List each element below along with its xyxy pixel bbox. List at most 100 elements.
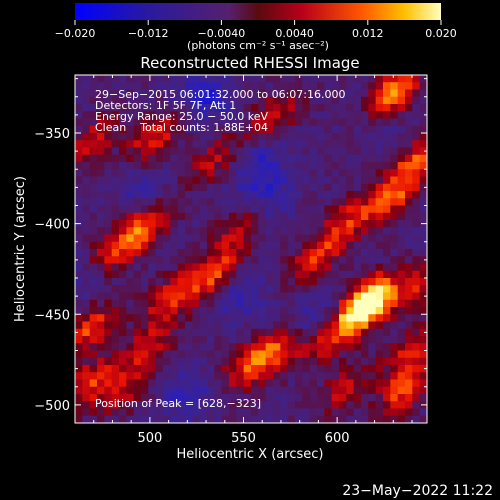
heatmap-cell [185, 249, 193, 257]
heatmap-cell [221, 183, 230, 192]
heatmap-cell [317, 386, 325, 395]
heatmap-cell [133, 372, 142, 380]
heatmap-cell [170, 357, 179, 366]
heatmap-cell [361, 350, 369, 359]
heatmap-cell [214, 154, 223, 163]
heatmap-cell [207, 234, 215, 243]
heatmap-cell [287, 372, 296, 380]
heatmap-cell [82, 227, 91, 235]
heatmap-cell [287, 278, 296, 286]
heatmap-cell [119, 292, 127, 301]
heatmap-cell [236, 82, 245, 90]
heatmap-cell [368, 394, 377, 402]
heatmap-cell [133, 96, 142, 105]
heatmap-cell [390, 386, 399, 395]
heatmap-cell [192, 285, 201, 293]
heatmap-cell [331, 343, 340, 351]
heatmap-cell [177, 415, 186, 424]
heatmap-cell [221, 285, 230, 293]
heatmap-cell [89, 256, 98, 264]
heatmap-cell [126, 111, 135, 119]
heatmap-cell [295, 154, 303, 163]
heatmap-cell [353, 285, 362, 293]
heatmap-cell [177, 140, 186, 148]
heatmap-cell [185, 365, 193, 373]
heatmap-cell [324, 394, 333, 402]
heatmap-cell [177, 96, 186, 105]
heatmap-cell [324, 292, 333, 301]
heatmap-cell [119, 372, 127, 380]
heatmap-cell [412, 408, 421, 417]
heatmap-cell [177, 357, 186, 366]
heatmap-cell [265, 372, 274, 380]
heatmap-cell [273, 89, 281, 98]
heatmap-cell [82, 314, 91, 322]
heatmap-cell [309, 104, 318, 112]
heatmap-cell [309, 147, 318, 156]
heatmap-cell [89, 241, 98, 250]
heatmap-cell [361, 227, 369, 235]
heatmap-cell [317, 394, 325, 402]
heatmap-cell [412, 205, 421, 214]
heatmap-cell [331, 191, 340, 199]
heatmap-cell [353, 162, 362, 170]
heatmap-cell [331, 111, 340, 119]
heatmap-cell [302, 372, 311, 380]
heatmap-cell [141, 249, 149, 257]
heatmap-cell [221, 125, 230, 134]
heatmap-cell [368, 343, 377, 351]
heatmap-cell [412, 96, 421, 105]
heatmap-cell [148, 118, 157, 127]
heatmap-cell [243, 111, 252, 119]
heatmap-cell [199, 299, 208, 308]
heatmap-cell [236, 307, 245, 315]
heatmap-cell [133, 343, 142, 351]
heatmap-cell [339, 125, 347, 134]
heatmap-cell [273, 176, 281, 185]
heatmap-cell [141, 176, 149, 185]
heatmap-cell [295, 401, 303, 409]
heatmap-cell [405, 183, 413, 192]
heatmap-cell [265, 270, 274, 279]
heatmap-cell [309, 328, 318, 337]
heatmap-cell [185, 75, 193, 83]
heatmap-cell [390, 89, 399, 98]
heatmap-cell [177, 118, 186, 127]
heatmap-cell [214, 278, 223, 286]
heatmap-cell [405, 227, 413, 235]
heatmap-cell [111, 89, 120, 98]
heatmap-cell [243, 401, 252, 409]
heatmap-cell [221, 205, 230, 214]
heatmap-cell [229, 198, 237, 206]
heatmap-cell [346, 292, 355, 301]
heatmap-cell [302, 249, 311, 257]
heatmap-cell [185, 96, 193, 105]
heatmap-cell [163, 321, 171, 330]
heatmap-cell [148, 285, 157, 293]
heatmap-cell [375, 111, 384, 119]
heatmap-cell [75, 96, 83, 105]
heatmap-cell [163, 183, 171, 192]
heatmap-cell [163, 263, 171, 272]
heatmap-cell [207, 147, 215, 156]
heatmap-cell [97, 415, 105, 424]
heatmap-cell [258, 176, 267, 185]
heatmap-cell [170, 96, 179, 105]
heatmap-cell [192, 118, 201, 127]
heatmap-cell [207, 285, 215, 293]
heatmap-cell [192, 299, 201, 308]
heatmap-cell [287, 386, 296, 395]
heatmap-cell [317, 104, 325, 112]
heatmap-cell [346, 140, 355, 148]
heatmap-cell [353, 227, 362, 235]
heatmap-cell [331, 147, 340, 156]
heatmap-cell [273, 111, 281, 119]
heatmap-cell [280, 198, 289, 206]
heatmap-cell [258, 401, 267, 409]
heatmap-cell [207, 162, 215, 170]
heatmap-cell [141, 292, 149, 301]
heatmap-cell [368, 249, 377, 257]
heatmap-cell [375, 169, 384, 177]
heatmap-cell [148, 82, 157, 90]
heatmap-cell [383, 162, 391, 170]
